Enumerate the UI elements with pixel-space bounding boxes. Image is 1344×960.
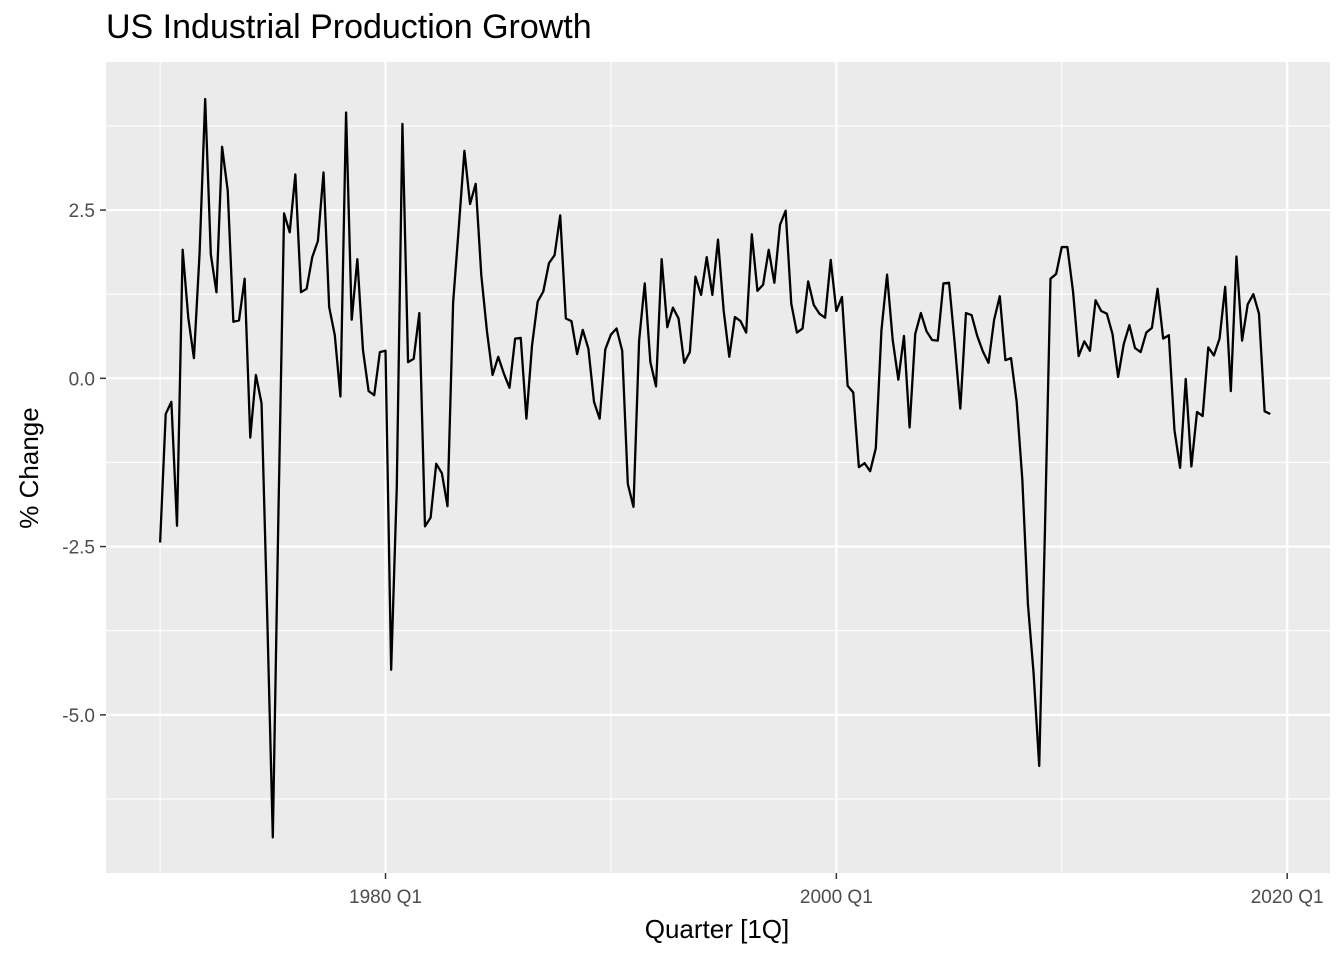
major-gridlines [106, 62, 1330, 873]
plot-panel [106, 62, 1330, 873]
minor-gridlines [106, 62, 1330, 873]
y-tick-label: -2.5 [62, 538, 95, 559]
y-tick-label: 0.0 [69, 369, 95, 390]
chart-title: US Industrial Production Growth [106, 8, 592, 46]
series-line [158, 97, 1271, 839]
y-axis: 2.5 0.0 -2.5 -5.0 [62, 201, 106, 727]
x-tick-label: 1980 Q1 [349, 887, 422, 908]
x-axis: 1980 Q1 2000 Q1 2020 Q1 [349, 873, 1324, 908]
x-tick-label: 2000 Q1 [800, 887, 873, 908]
y-axis-title: % Change [14, 407, 44, 528]
y-tick-label: -5.0 [62, 706, 95, 727]
x-tick-label: 2020 Q1 [1251, 887, 1324, 908]
x-axis-title: Quarter [1Q] [645, 914, 790, 944]
y-tick-label: 2.5 [69, 201, 95, 222]
